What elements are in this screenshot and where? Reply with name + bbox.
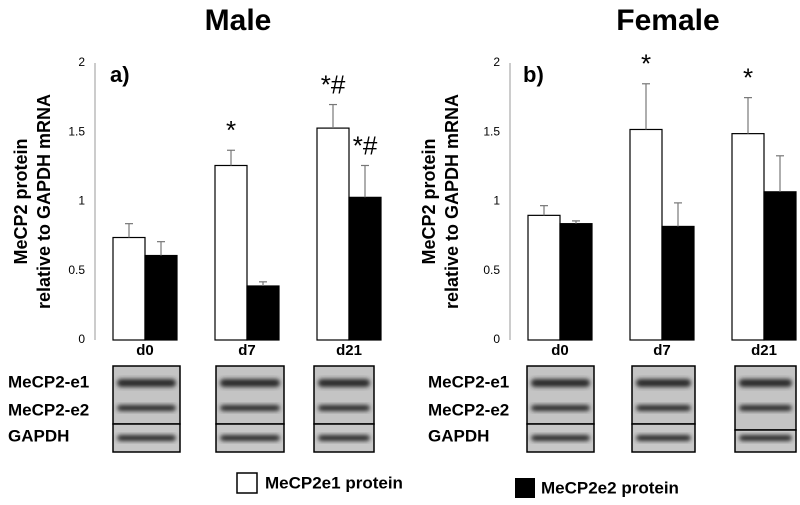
blot-label: MeCP2-e2 [428, 400, 509, 419]
panel-label: b) [523, 62, 544, 87]
annotation: * [641, 49, 651, 79]
y-tick-label: 0 [78, 332, 85, 346]
x-tick-label: d0 [136, 342, 154, 359]
legend-swatch [236, 472, 258, 494]
blot-label: GAPDH [8, 426, 69, 445]
blot-background [526, 365, 595, 425]
blot-band [739, 379, 792, 387]
x-tick-label: d7 [238, 342, 256, 359]
bar [348, 196, 382, 341]
x-tick-label: d21 [336, 342, 362, 359]
blot-band [117, 435, 176, 441]
y-tick-label: 0.5 [483, 263, 500, 277]
bar [661, 225, 695, 341]
blot-band [636, 405, 691, 411]
y-tick-label: 2 [78, 55, 85, 69]
legend-label: MeCP2e1 protein [265, 473, 403, 492]
blot-band [531, 379, 590, 387]
chart-title: Female [616, 4, 719, 37]
blot-band [117, 405, 176, 411]
y-tick-label: 1 [493, 194, 500, 208]
blot-band [318, 405, 370, 411]
y-tick-label: 1.5 [68, 124, 85, 138]
x-tick-label: d7 [653, 342, 671, 359]
annotation: * [743, 63, 753, 93]
blot-band [531, 405, 590, 411]
blot-image [631, 365, 696, 453]
blot-background [631, 365, 696, 425]
bar [214, 164, 248, 341]
y-tick-label: 0 [493, 332, 500, 346]
x-tick-label: d0 [551, 342, 569, 359]
y-axis-label: relative to GAPDH mRNA [34, 94, 54, 309]
blot-background [112, 365, 181, 425]
bar [144, 254, 178, 341]
blot-band [636, 379, 691, 387]
panel-label: a) [110, 62, 130, 87]
y-axis-label: relative to GAPDH mRNA [442, 94, 462, 309]
blot-label: GAPDH [428, 426, 489, 445]
blot-background [734, 365, 797, 431]
bar [527, 214, 561, 341]
blot-band [318, 379, 370, 387]
blot-band [220, 435, 280, 441]
blot-background [313, 365, 375, 425]
blot-band [531, 435, 590, 441]
annotation: *# [321, 69, 346, 99]
blot-image [215, 365, 285, 453]
bar [246, 285, 280, 341]
legend-label: MeCP2e2 protein [541, 478, 679, 497]
blot-band [318, 435, 370, 441]
blot-label: MeCP2-e1 [428, 372, 509, 391]
blot-band [739, 405, 792, 411]
legend-swatch [515, 478, 535, 498]
chart-title: Male [205, 4, 272, 37]
bar [763, 191, 797, 341]
blot-background [215, 365, 285, 425]
y-tick-label: 1.5 [483, 124, 500, 138]
blot-band [117, 379, 176, 387]
bar [316, 127, 350, 341]
blot-image [313, 365, 375, 453]
blot-image [734, 365, 797, 453]
blot-band [636, 435, 691, 441]
y-tick-label: 0.5 [68, 263, 85, 277]
bar [629, 128, 663, 341]
blot-band [220, 405, 280, 411]
y-axis-label: MeCP2 protein [11, 138, 31, 264]
y-tick-label: 2 [493, 55, 500, 69]
annotation: *# [353, 130, 378, 160]
blot-label: MeCP2-e2 [8, 400, 89, 419]
blot-band [739, 435, 792, 441]
blot-label: MeCP2-e1 [8, 372, 89, 391]
bar [731, 133, 765, 341]
x-tick-label: d21 [751, 342, 777, 359]
y-tick-label: 1 [78, 194, 85, 208]
bar [559, 223, 593, 341]
blot-image [112, 365, 181, 453]
blot-band [220, 379, 280, 387]
bar [112, 236, 146, 341]
blot-image [526, 365, 595, 453]
annotation: * [226, 115, 236, 145]
y-axis-label: MeCP2 protein [419, 138, 439, 264]
